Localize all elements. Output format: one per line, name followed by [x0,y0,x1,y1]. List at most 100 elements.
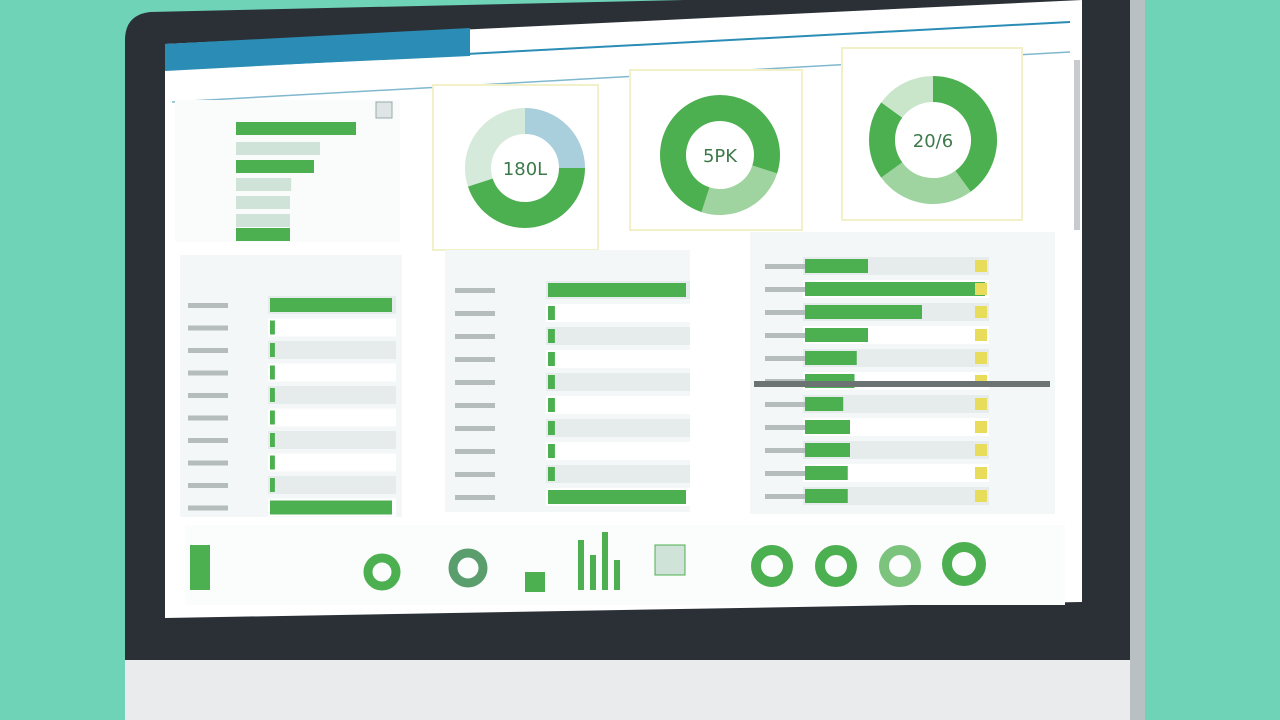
row-label [188,325,228,331]
row-bg [803,487,989,505]
row-label [188,303,228,308]
monitor-chin [125,640,1140,720]
row-label [765,264,805,269]
row-bg [803,464,989,482]
bar [548,283,686,297]
row-label [765,402,805,407]
donut-segment [524,108,585,169]
row-bg [546,442,690,460]
donut-segment [465,108,526,187]
bar [548,375,555,389]
bar [236,214,290,227]
row-label [765,310,805,315]
bar [805,489,848,503]
mini-charts [190,532,986,592]
bar [236,228,290,241]
bar [236,196,290,209]
row-label [188,370,228,376]
row-label [188,348,228,353]
bottom-strip [185,525,1065,605]
bar [548,398,555,412]
status-icon [975,352,987,364]
bar [270,455,275,470]
bar [236,122,356,135]
row-bg [268,386,396,404]
bar [270,298,392,312]
separator [754,381,1050,387]
panel-icon [375,101,393,119]
bar [805,282,985,296]
donut-segment [660,95,721,213]
row-label [455,472,495,477]
row-bg [268,476,396,494]
bar [805,328,868,342]
donut-label: 5PK [703,146,738,167]
row-bg [803,395,989,413]
status-icon [975,421,987,433]
bar [270,478,275,492]
donut-label: 180L [503,159,547,180]
row-label [188,415,228,421]
row-label [765,425,805,430]
status-icon [975,283,987,295]
donut-segment [467,167,585,228]
status-icon [975,490,987,502]
row-label [765,287,805,292]
row-label [765,494,805,499]
row-label [455,380,495,385]
row-bg [268,453,396,472]
bar [548,444,555,458]
bar [236,178,292,191]
bar [548,490,686,504]
row-label [455,495,495,500]
bar [270,388,275,402]
row-bg [546,350,690,368]
bar [805,420,850,434]
bar [548,467,555,481]
status-icon [975,329,987,341]
header-line [164,21,1071,71]
row-label [765,471,805,476]
bar [805,443,850,457]
row-bg [546,419,690,437]
bar [270,343,275,357]
status-icon [975,444,987,456]
bar [270,500,392,515]
donut-segment [719,95,780,174]
row-label [765,448,805,453]
row-label [188,438,228,443]
bar [805,466,848,480]
row-bg [268,318,396,337]
row-label [765,356,805,361]
bar [548,329,555,343]
row-bg [268,363,396,382]
bar [270,433,275,447]
row-bg [546,327,690,345]
bar [270,365,275,380]
row-label [455,311,495,316]
row-bg [268,431,396,449]
row-bg [268,408,396,427]
row-label [455,426,495,431]
row-bg [546,373,690,391]
header-band [165,28,470,70]
bar [236,160,314,173]
bar [270,410,275,425]
row-bg [268,341,396,359]
row-label [455,288,495,293]
row-label [455,357,495,362]
row-label [188,505,228,511]
bar [805,351,857,365]
row-bg [546,396,690,414]
donut-segment [881,161,971,204]
donut-segment [701,164,778,215]
row-bg [546,304,690,322]
status-icon [975,467,987,479]
row-label [765,333,805,338]
row-label [188,393,228,398]
bar [236,142,320,155]
status-icon [975,260,987,272]
donut-label: 20/6 [913,131,953,152]
